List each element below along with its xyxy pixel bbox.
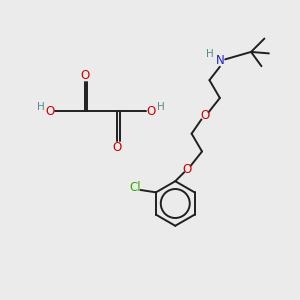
Text: O: O [80, 69, 89, 82]
Text: N: N [215, 54, 224, 67]
Text: H: H [206, 49, 214, 59]
Text: H: H [158, 102, 165, 112]
Text: O: O [113, 141, 122, 154]
Text: O: O [147, 105, 156, 118]
Text: Cl: Cl [129, 182, 141, 194]
Text: O: O [200, 109, 210, 122]
Text: H: H [37, 102, 44, 112]
Text: O: O [182, 163, 192, 176]
Text: O: O [46, 105, 55, 118]
